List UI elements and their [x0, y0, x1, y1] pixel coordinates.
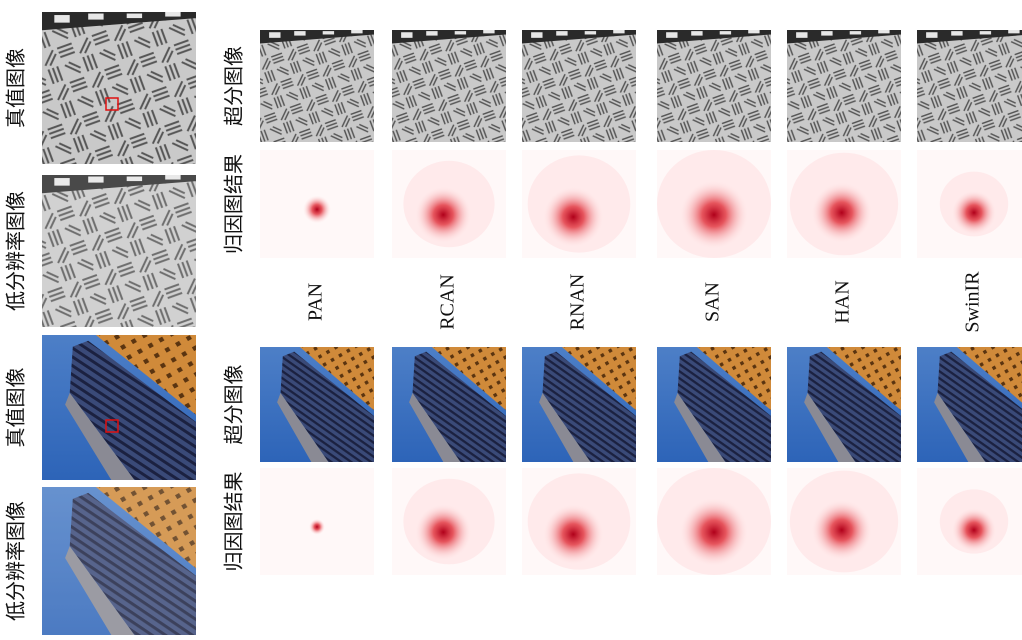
row-label: 超分图像 [223, 365, 246, 445]
sr-image [522, 30, 636, 142]
attribution-map [392, 150, 506, 258]
heat-blob [680, 181, 748, 249]
heat-blob [543, 187, 603, 247]
sr-image [392, 30, 506, 142]
method-label: RNAN [567, 274, 589, 331]
method-label: PAN [305, 283, 327, 321]
attribution-map [787, 468, 901, 575]
reference-image [42, 487, 196, 635]
sr-image [917, 347, 1022, 462]
sr-image [787, 347, 901, 462]
reference-image [42, 12, 196, 164]
heat-blob [415, 504, 471, 560]
attribution-map [657, 150, 771, 258]
reference-image [42, 335, 196, 480]
heat-blob [952, 508, 996, 552]
heat-blob [680, 498, 748, 566]
sr-image [787, 30, 901, 142]
method-label: SwinIR [962, 271, 984, 333]
attribution-map [657, 468, 771, 575]
heat-blob [309, 519, 325, 535]
sr-image [917, 30, 1022, 142]
attribution-map [260, 468, 374, 575]
row-label: 归因图结果 [223, 472, 246, 572]
attribution-map [260, 150, 374, 258]
method-label: SAN [702, 282, 724, 322]
attribution-map [392, 468, 506, 575]
method-label: HAN [832, 280, 854, 323]
attribution-map [917, 468, 1022, 575]
heat-blob [812, 183, 872, 243]
row-label: 超分图像 [223, 46, 246, 126]
sr-image [657, 347, 771, 462]
figure: 真值图像低分辨率图像真值图像低分辨率图像超分图像归因图结果超分图像归因图结果PA… [0, 0, 1022, 635]
image-label: 低分辨率图像 [5, 501, 28, 621]
image-label: 真值图像 [5, 48, 28, 128]
image-label: 真值图像 [5, 368, 28, 448]
sr-image [657, 30, 771, 142]
image-label: 低分辨率图像 [5, 191, 28, 311]
attribution-map [522, 150, 636, 258]
sr-image [260, 347, 374, 462]
sr-image [522, 347, 636, 462]
heat-blob [952, 191, 996, 235]
method-label: RCAN [437, 274, 459, 330]
heat-blob [543, 504, 603, 564]
figure-content: 真值图像低分辨率图像真值图像低分辨率图像超分图像归因图结果超分图像归因图结果PA… [5, 12, 1022, 635]
row-label: 归因图结果 [223, 154, 246, 254]
reference-image [42, 175, 196, 327]
heat-blob [812, 500, 872, 560]
attribution-map [787, 150, 901, 258]
attribution-map [917, 150, 1022, 258]
sr-image [260, 30, 374, 142]
sr-image [392, 347, 506, 462]
heat-blob [303, 195, 331, 223]
attribution-map [522, 468, 636, 575]
heat-blob [415, 187, 471, 243]
